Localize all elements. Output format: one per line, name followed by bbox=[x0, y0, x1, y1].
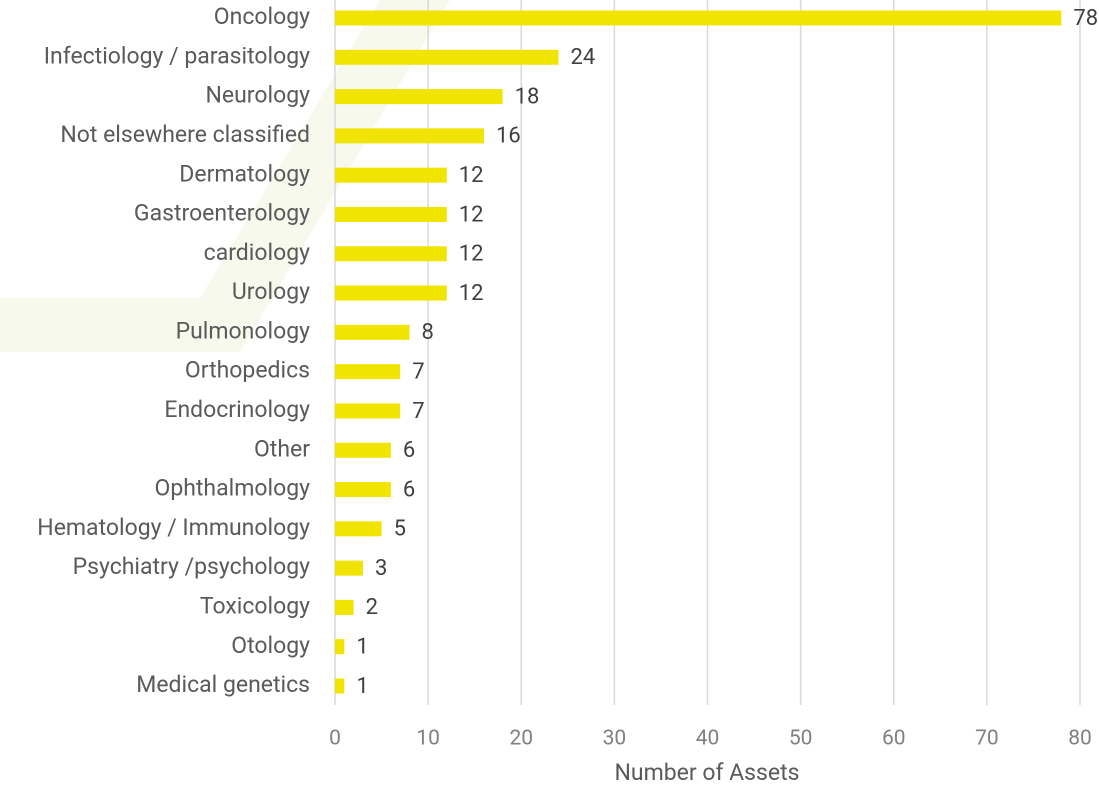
bar bbox=[335, 599, 354, 615]
value-label: 12 bbox=[459, 242, 484, 267]
value-label: 24 bbox=[571, 45, 596, 70]
bar bbox=[335, 49, 559, 65]
y-tick-label: Dermatology bbox=[179, 160, 310, 187]
bar bbox=[335, 128, 484, 144]
value-label: 3 bbox=[375, 556, 387, 581]
y-tick-label: Otology bbox=[231, 632, 310, 659]
x-tick-label: 50 bbox=[789, 727, 813, 751]
background-shape bbox=[0, 0, 450, 352]
bar bbox=[335, 285, 447, 301]
y-tick-label: Ophthalmology bbox=[155, 475, 311, 502]
y-tick-label: Endocrinology bbox=[164, 396, 310, 423]
x-tick-label: 70 bbox=[975, 727, 999, 751]
y-tick-label: Pulmonology bbox=[176, 317, 311, 344]
y-tick-label: Other bbox=[254, 435, 310, 462]
bar bbox=[335, 206, 447, 222]
value-label: 2 bbox=[366, 595, 378, 620]
bar bbox=[335, 246, 447, 262]
value-label: 1 bbox=[356, 674, 368, 699]
bar bbox=[335, 403, 401, 419]
x-axis-title: Number of Assets bbox=[614, 759, 799, 786]
x-tick-label: 10 bbox=[416, 727, 440, 751]
value-label: 6 bbox=[403, 438, 415, 463]
y-tick-label: Oncology bbox=[214, 3, 310, 30]
y-tick-label: Neurology bbox=[206, 82, 311, 109]
value-label: 5 bbox=[394, 517, 406, 542]
bar bbox=[335, 167, 447, 183]
y-tick-label: Hematology / Immunology bbox=[37, 514, 310, 541]
y-tick-label: Infectiology / parasitology bbox=[44, 42, 310, 69]
value-label: 7 bbox=[412, 399, 424, 424]
y-tick-label: Gastroenterology bbox=[134, 200, 310, 227]
x-tick-label: 40 bbox=[696, 727, 720, 751]
x-tick-label: 80 bbox=[1068, 727, 1092, 751]
y-tick-label: Medical genetics bbox=[136, 671, 310, 698]
value-label: 16 bbox=[496, 124, 521, 149]
y-tick-label: Urology bbox=[232, 278, 310, 305]
x-tick-label: 0 bbox=[329, 727, 341, 751]
value-label: 8 bbox=[422, 320, 434, 345]
x-tick-label: 20 bbox=[509, 727, 533, 751]
value-label: 78 bbox=[1073, 6, 1098, 31]
value-label: 12 bbox=[459, 281, 484, 306]
bar bbox=[335, 482, 391, 498]
y-tick-label: Toxicology bbox=[200, 592, 310, 619]
bar bbox=[335, 10, 1062, 26]
value-label: 1 bbox=[356, 635, 368, 660]
value-label: 12 bbox=[459, 202, 484, 227]
bar bbox=[335, 521, 382, 537]
y-tick-label: Not elsewhere classified bbox=[60, 121, 310, 148]
value-label: 12 bbox=[459, 163, 484, 188]
x-tick-label: 60 bbox=[882, 727, 906, 751]
bar bbox=[335, 639, 345, 655]
value-label: 7 bbox=[412, 359, 424, 384]
bar bbox=[335, 364, 401, 380]
y-tick-label: Orthopedics bbox=[185, 357, 310, 384]
y-tick-label: cardiology bbox=[204, 239, 310, 266]
y-tick-label: Psychiatry /psychology bbox=[73, 553, 310, 580]
bar bbox=[335, 324, 410, 340]
bar bbox=[335, 442, 391, 458]
value-label: 18 bbox=[515, 84, 540, 109]
value-label: 6 bbox=[403, 477, 415, 502]
bar bbox=[335, 89, 503, 105]
bar bbox=[335, 560, 363, 576]
bar bbox=[335, 678, 345, 694]
x-tick-label: 30 bbox=[603, 727, 627, 751]
